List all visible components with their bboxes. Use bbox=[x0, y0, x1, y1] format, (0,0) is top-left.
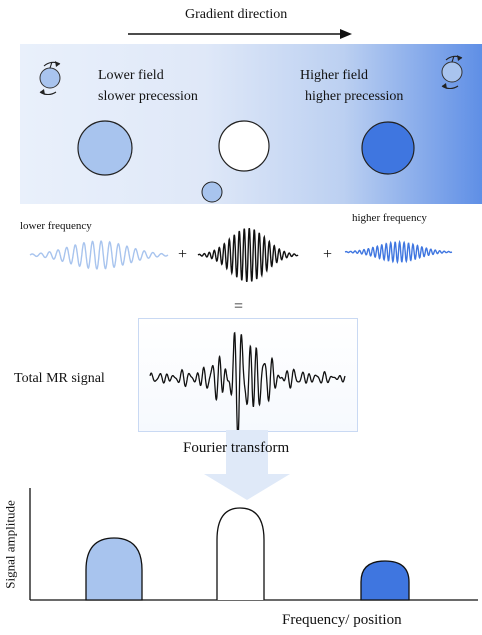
high-field-sphere bbox=[361, 121, 415, 175]
higher-precession-label: higher precession bbox=[305, 89, 404, 104]
fourier-arrow bbox=[204, 430, 290, 500]
right-spin-icon bbox=[441, 55, 463, 90]
left-spin-icon bbox=[39, 61, 61, 96]
total-mr-waveform bbox=[149, 331, 346, 439]
small-sphere bbox=[201, 181, 223, 203]
total-signal-svg bbox=[149, 331, 346, 439]
high-frequency-wave bbox=[344, 239, 453, 265]
low-field-sphere bbox=[77, 120, 133, 176]
mid-frequency-peak bbox=[216, 507, 265, 600]
plus-sign-1: + bbox=[178, 246, 188, 263]
low-frequency-peak bbox=[85, 537, 143, 601]
high-frequency-peak bbox=[360, 560, 410, 601]
frequency-position-label: Frequency/ position bbox=[282, 612, 402, 628]
mid-frequency-wave bbox=[197, 227, 299, 283]
low-frequency-wave bbox=[29, 240, 169, 270]
total-signal-box bbox=[138, 318, 358, 432]
higher-field-label: Higher field bbox=[300, 68, 369, 83]
lower-field-label: Lower field bbox=[98, 68, 164, 83]
equals-sign: = bbox=[234, 298, 244, 315]
component-waveforms bbox=[29, 227, 453, 283]
gradient-direction-arrow bbox=[128, 29, 352, 39]
mid-field-sphere bbox=[218, 120, 270, 172]
total-mr-signal-label: Total MR signal bbox=[14, 371, 105, 386]
lower-frequency-label: lower frequency bbox=[20, 220, 92, 232]
field-panel-graphics bbox=[39, 55, 463, 203]
signal-amplitude-label: Signal amplitude bbox=[2, 500, 18, 589]
higher-frequency-label: higher frequency bbox=[352, 212, 427, 224]
fourier-transform-label: Fourier transform bbox=[183, 440, 290, 456]
slower-precession-label: slower precession bbox=[98, 89, 198, 104]
gradient-direction-label: Gradient direction bbox=[185, 7, 288, 22]
plus-sign-2: + bbox=[323, 246, 333, 263]
